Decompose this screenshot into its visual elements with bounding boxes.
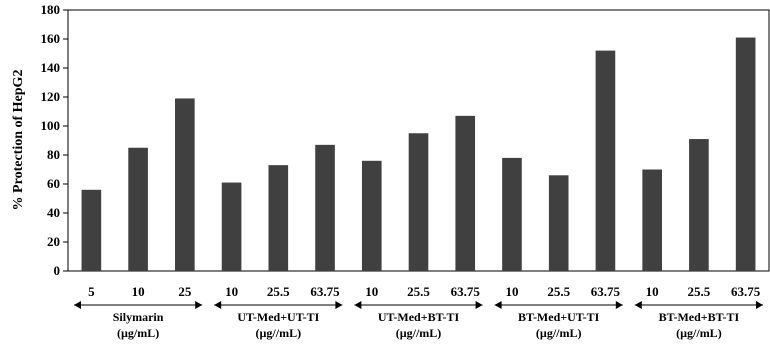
bar xyxy=(221,182,242,271)
x-tick-label: 25.5 xyxy=(267,284,290,299)
y-tick-label: 100 xyxy=(41,118,61,133)
y-tick-label: 180 xyxy=(41,2,61,17)
x-tick-label: 25.5 xyxy=(547,284,570,299)
bar xyxy=(548,175,569,271)
bar xyxy=(81,189,102,271)
group-unit-label: (µg//mL) xyxy=(256,326,302,340)
x-tick-label: 63.75 xyxy=(591,284,621,299)
x-tick-label: 63.75 xyxy=(731,284,761,299)
group-label: Silymarin xyxy=(113,310,164,324)
group-unit-label: (µg//mL) xyxy=(396,326,442,340)
bar xyxy=(595,50,616,271)
arrow-right-icon xyxy=(335,301,343,309)
y-axis-label: % Protection of HepG2 xyxy=(11,70,26,211)
y-tick-label: 40 xyxy=(47,205,60,220)
bar xyxy=(128,147,148,271)
bar xyxy=(361,160,382,271)
arrow-right-icon xyxy=(195,301,203,309)
x-tick-label: 10 xyxy=(505,284,518,299)
arrow-left-icon xyxy=(214,301,222,309)
x-tick-label: 5 xyxy=(88,284,95,299)
bar xyxy=(268,165,289,271)
group-label: BT-Med+UT-TI xyxy=(518,310,600,324)
group-label: BT-Med+BT-TI xyxy=(659,310,740,324)
y-tick-label: 80 xyxy=(47,147,60,162)
y-tick-label: 160 xyxy=(41,31,61,46)
x-tick-label: 25.5 xyxy=(688,284,711,299)
group-unit-label: (µg//mL) xyxy=(536,326,582,340)
bar xyxy=(315,144,335,271)
x-tick-label: 10 xyxy=(365,284,378,299)
bar xyxy=(642,169,662,271)
group-label: UT-Med+UT-TI xyxy=(237,310,319,324)
y-tick-label: 60 xyxy=(47,176,60,191)
arrow-right-icon xyxy=(756,301,763,309)
arrow-left-icon xyxy=(354,301,362,309)
bars xyxy=(81,37,756,271)
y-tick-label: 0 xyxy=(54,263,61,278)
x-tick-labels: 5 10 25 10 25.5 63.75 10 25.5 63.75 10 25.5 63.75 10… xyxy=(88,284,761,299)
x-tick-label: 10 xyxy=(225,284,238,299)
arrow-left-icon xyxy=(634,301,642,309)
arrow-right-icon xyxy=(475,301,483,309)
arrow-right-icon xyxy=(615,301,623,309)
arrow-left-icon xyxy=(74,301,81,309)
bar xyxy=(689,139,709,271)
group-labels: Silymarin (µg/mL) UT-Med+UT-TI (µg//mL) UT-M… xyxy=(74,301,763,340)
bar xyxy=(502,157,522,271)
group-unit-label: (µg//mL) xyxy=(676,326,722,340)
group-label: UT-Med+BT-TI xyxy=(378,310,460,324)
y-tick-label: 140 xyxy=(41,60,61,75)
group-unit-label: (µg/mL) xyxy=(117,326,159,340)
x-tick-label: 25.5 xyxy=(407,284,430,299)
x-tick-label: 10 xyxy=(646,284,659,299)
x-tick-label: 25 xyxy=(178,284,192,299)
bar xyxy=(735,37,756,271)
x-tick-label: 10 xyxy=(132,284,145,299)
x-tick-label: 63.75 xyxy=(451,284,481,299)
y-tick-label: 120 xyxy=(41,89,61,104)
x-tick-label: 63.75 xyxy=(310,284,340,299)
bar xyxy=(175,98,195,271)
y-tick-label: 20 xyxy=(47,234,60,249)
bar xyxy=(408,133,429,271)
bar xyxy=(455,115,476,271)
arrow-left-icon xyxy=(494,301,502,309)
y-axis: 0 20 40 60 80 100 120 140 160 180 xyxy=(41,2,68,278)
